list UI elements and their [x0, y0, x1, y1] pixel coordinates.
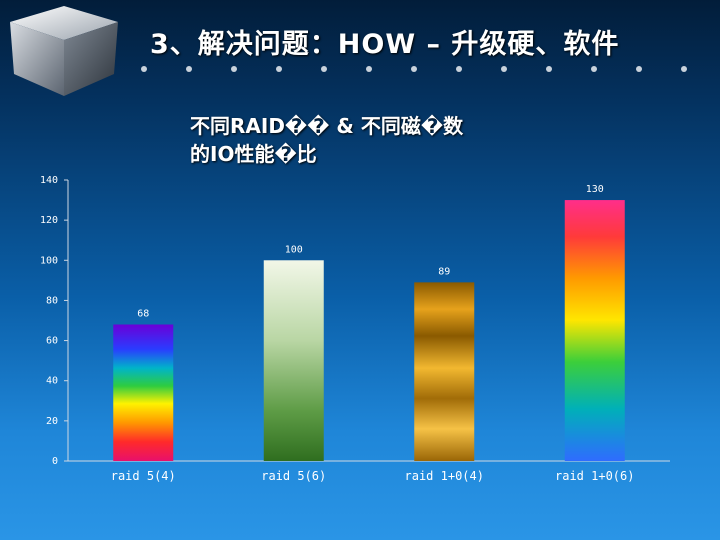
y-tick-label: 140: [40, 175, 58, 186]
y-tick-label: 0: [52, 456, 58, 467]
y-tick-label: 100: [40, 255, 58, 266]
y-tick-label: 40: [46, 376, 58, 387]
chart-title-line-1: 不同RAID�� & 不同磁�数: [190, 114, 464, 138]
decorative-dots: [141, 66, 687, 72]
data-label-4: 130: [586, 184, 604, 195]
category-label-2: raid 5(6): [261, 469, 326, 483]
y-tick-label: 80: [46, 295, 58, 306]
bar-4: [564, 200, 625, 462]
slide-title: 3、解决问题：HOW – 升级硬、软件: [150, 29, 620, 60]
y-tick-label: 120: [40, 215, 58, 226]
chart-title: 不同RAID�� & 不同磁�数 的IO性能�比: [190, 112, 550, 168]
data-label-2: 100: [285, 244, 303, 255]
category-label-3: raid 1+0(4): [405, 469, 484, 483]
y-tick-label: 60: [46, 336, 58, 347]
data-label-3: 89: [438, 266, 450, 277]
category-label-4: raid 1+0(6): [555, 469, 634, 483]
bar-2: [263, 260, 324, 461]
data-label-1: 68: [137, 309, 149, 320]
y-tick-label: 20: [46, 416, 58, 427]
bar-3: [414, 282, 475, 461]
category-label-1: raid 5(4): [111, 469, 176, 483]
cube-logo-icon: [10, 6, 118, 96]
chart-title-line-2: 的IO性能�比: [190, 142, 317, 166]
bar-1: [113, 324, 174, 461]
